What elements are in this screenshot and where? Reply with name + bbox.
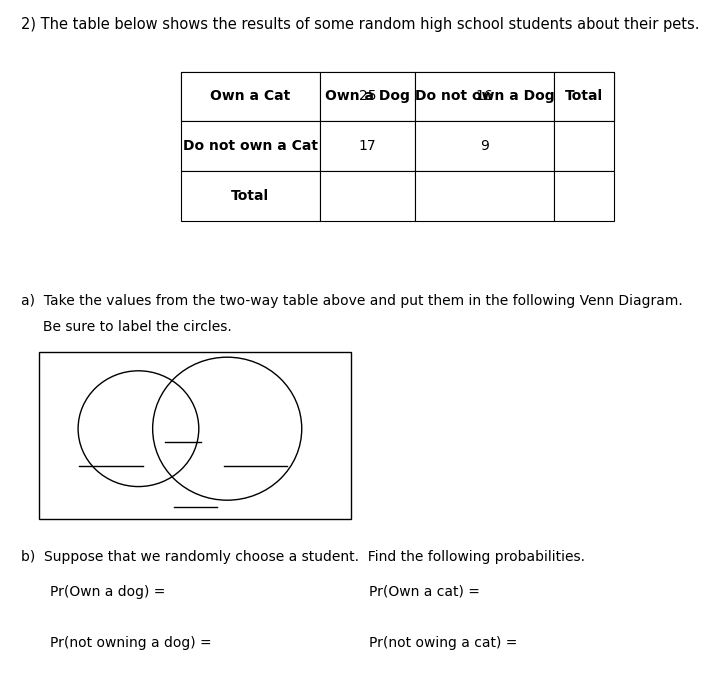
Text: 17: 17 — [359, 139, 376, 153]
Bar — [181, 72, 320, 121]
Bar — [554, 171, 614, 221]
Text: Pr(not owing a cat) =: Pr(not owing a cat) = — [369, 636, 518, 650]
Bar — [320, 72, 415, 121]
Bar — [415, 171, 554, 221]
Text: Pr(Own a dog) =: Pr(Own a dog) = — [50, 585, 165, 599]
Text: Pr(Own a cat) =: Pr(Own a cat) = — [369, 585, 480, 599]
Text: Total: Total — [565, 89, 603, 104]
Bar — [39, 352, 351, 519]
Text: a)  Take the values from the two-way table above and put them in the following V: a) Take the values from the two-way tabl… — [21, 294, 683, 308]
Bar — [320, 171, 415, 221]
Text: Pr(not owning a dog) =: Pr(not owning a dog) = — [50, 636, 212, 650]
Text: 16: 16 — [476, 89, 493, 104]
Text: 9: 9 — [480, 139, 489, 153]
Text: Do not own a Dog: Do not own a Dog — [415, 89, 555, 104]
Bar — [181, 171, 320, 221]
Bar — [415, 72, 554, 121]
Text: Do not own a Cat: Do not own a Cat — [182, 139, 318, 153]
Bar — [554, 121, 614, 171]
Bar — [320, 72, 415, 121]
Text: Own a Cat: Own a Cat — [210, 89, 290, 104]
Bar — [181, 121, 320, 171]
Text: Own a Dog: Own a Dog — [325, 89, 410, 104]
Text: 2) The table below shows the results of some random high school students about t: 2) The table below shows the results of … — [21, 17, 700, 32]
Text: b)  Suppose that we randomly choose a student.  Find the following probabilities: b) Suppose that we randomly choose a stu… — [21, 550, 585, 564]
Bar — [320, 121, 415, 171]
Text: Be sure to label the circles.: Be sure to label the circles. — [21, 320, 232, 334]
Text: Total: Total — [231, 189, 269, 203]
Bar — [554, 72, 614, 121]
Bar — [181, 72, 320, 121]
Bar — [554, 72, 614, 121]
Bar — [415, 72, 554, 121]
Bar — [415, 121, 554, 171]
Text: 25: 25 — [359, 89, 376, 104]
